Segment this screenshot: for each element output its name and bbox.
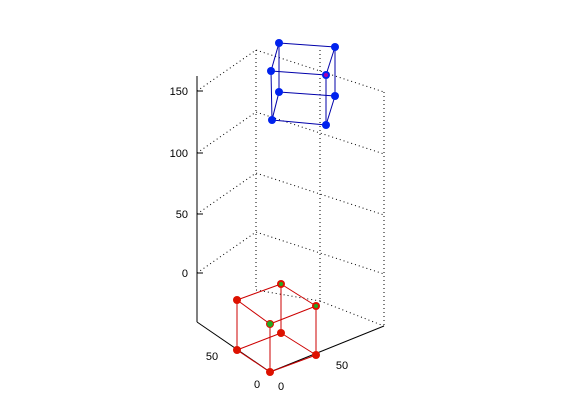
blue-cube-edge	[271, 91, 280, 121]
grid-lines	[196, 49, 385, 327]
red-cube-edge	[236, 283, 282, 301]
red-cube-edge	[236, 349, 271, 373]
red-cube-vertex	[312, 351, 320, 359]
blue-cube-edge	[271, 119, 327, 126]
x-tick-label: 50	[336, 360, 348, 372]
blue-cube-vertex	[275, 39, 283, 47]
z-ticks	[197, 90, 203, 274]
grid-floor-2	[319, 300, 385, 327]
axes-box	[196, 76, 385, 373]
red-cube-edge	[269, 305, 317, 325]
magenta-highlight-dot	[324, 73, 328, 77]
blue-cube-edge	[325, 46, 336, 76]
blue-cube-edge	[270, 70, 273, 121]
y-tick-label: 50	[206, 351, 218, 363]
red-cube-edge	[236, 299, 271, 325]
green-highlight-dot	[314, 304, 318, 308]
blue-cube-edge	[270, 70, 327, 76]
grid-level-0	[196, 231, 385, 275]
z-tick-label: 0	[182, 268, 188, 280]
red-cube	[236, 283, 317, 373]
blue-cube-vertex	[331, 43, 339, 51]
blue-cube-vertex	[267, 67, 275, 75]
grid-level-150	[196, 49, 385, 93]
red-cube-edge	[236, 332, 282, 351]
x-axis-line	[269, 325, 385, 373]
red-cube-edge	[280, 283, 317, 307]
blue-cube-vertex	[322, 121, 330, 129]
red-cube-edge	[269, 354, 317, 373]
blue-cube-vertex	[331, 92, 339, 100]
green-highlight-dot	[279, 282, 283, 286]
z-tick-label: 50	[176, 209, 188, 221]
red-cube-vertex	[266, 368, 274, 376]
blue-cube-vertex	[268, 116, 276, 124]
grid-level-50	[196, 172, 385, 216]
blue-cube-edge	[278, 42, 336, 48]
red-cube-vertex	[233, 296, 241, 304]
z-tick-label: 150	[170, 86, 188, 98]
z-tick-label: 100	[170, 148, 188, 160]
blue-cube-vertices	[267, 39, 339, 129]
blue-cube-edge	[270, 42, 280, 72]
x-tick-label: 0	[278, 381, 284, 393]
red-cube-vertex	[233, 346, 241, 354]
grid-level-100	[196, 111, 385, 155]
grid-floor-1	[255, 289, 321, 302]
y-tick-label: 0	[254, 379, 260, 391]
red-cube-vertex	[277, 329, 285, 337]
blue-cube-edge	[325, 95, 336, 126]
blue-cube-edge	[278, 91, 336, 97]
red-cube-vertices	[233, 280, 320, 376]
red-cube-edge	[280, 332, 317, 356]
blue-cube-vertex	[275, 88, 283, 96]
blue-cube	[270, 42, 336, 126]
green-highlight-dot	[267, 321, 273, 327]
